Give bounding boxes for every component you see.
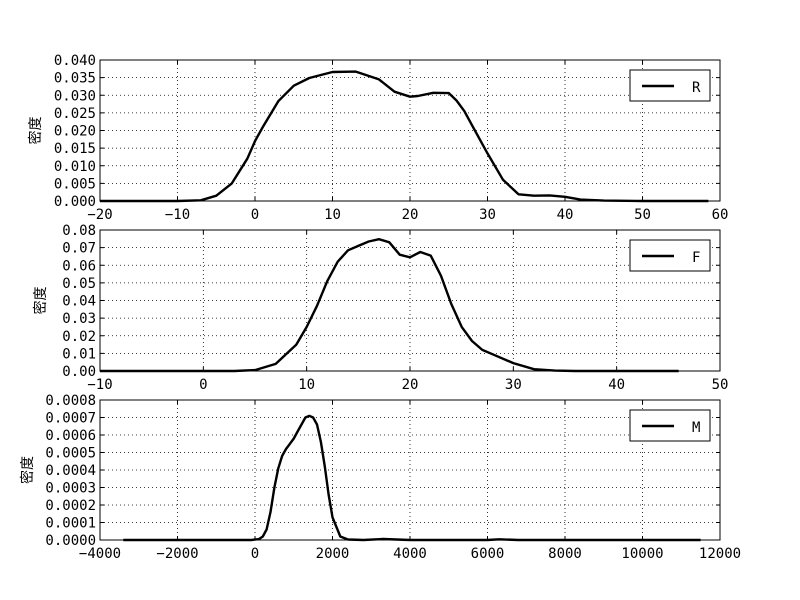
density-curve-F — [100, 238, 679, 373]
y-tick-label: 0.0005 — [45, 446, 96, 462]
y-tick-label: 0.015 — [54, 141, 96, 157]
x-tick-label: 40 — [608, 377, 625, 393]
subplot-2: −10 0 10 20 30 40 50 0.00 0.010.02 0.030.04 0.05 0.… — [32, 223, 728, 393]
plot-frame — [99, 59, 721, 202]
legend: R — [629, 69, 711, 102]
y-tick-label: 0.04 — [62, 294, 96, 310]
x-tick-label: −4000 — [79, 546, 121, 562]
y-tick-label: 0.0008 — [45, 393, 96, 409]
x-tick-label: 10000 — [621, 546, 663, 562]
x-tick-label: −10 — [87, 377, 112, 393]
y-axis-label: 密度 — [19, 456, 36, 484]
y-tick-label: 0.020 — [54, 124, 96, 140]
y-tick-label: 0.040 — [54, 53, 96, 69]
y-tick-label: 0.0006 — [45, 428, 96, 444]
x-tick-label: 40 — [557, 207, 574, 223]
y-tick-label: 0.03 — [62, 311, 96, 327]
plot-frame — [99, 229, 721, 372]
y-tick-label: 0.0002 — [45, 498, 96, 514]
x-tick-label: 10 — [324, 207, 341, 223]
x-tick-label: −20 — [87, 207, 112, 223]
y-tick-label: 0.005 — [54, 176, 96, 192]
y-tick-label: 0.02 — [62, 329, 96, 345]
x-tick-label: 30 — [505, 377, 522, 393]
y-tick-label: 0.0000 — [45, 533, 96, 549]
y-axis-label: 密度 — [32, 287, 49, 315]
y-tick-label: 0.00 — [62, 364, 96, 380]
x-tick-label: 0 — [251, 207, 259, 223]
subplot-1: −20 −10 0 10 20 30 40 50 600.0000.0050.0100.0150… — [27, 53, 728, 223]
legend: F — [629, 239, 711, 272]
y-tick-label: 0.08 — [62, 223, 96, 239]
x-tick-label: 30 — [479, 207, 496, 223]
x-tick-label: 20 — [402, 377, 419, 393]
legend-label: R — [692, 80, 701, 96]
legend-label: F — [692, 250, 700, 266]
y-tick-label: 0.05 — [62, 276, 96, 292]
x-tick-label: 2000 — [316, 546, 350, 562]
y-axis-label: 密度 — [27, 117, 44, 145]
density-curve-M — [123, 414, 701, 542]
x-tick-label: 4000 — [393, 546, 427, 562]
y-tick-label: 0.0003 — [45, 481, 96, 497]
y-tick-label: 0.025 — [54, 106, 96, 122]
plot-frame — [99, 399, 721, 541]
legend: M — [629, 409, 711, 442]
y-tick-label: 0.030 — [54, 88, 96, 104]
y-tick-label: 0.0001 — [45, 516, 96, 532]
legend-label: M — [692, 420, 700, 436]
x-tick-label: 60 — [712, 207, 729, 223]
subplot-3: −4000 −2000 0 2000 4000 6000 8000 10000 12000 0.0… — [19, 393, 741, 562]
y-tick-label: 0.06 — [62, 258, 96, 274]
y-tick-label: 0.010 — [54, 159, 96, 175]
x-tick-label: 50 — [712, 377, 729, 393]
y-tick-label: 0.0007 — [45, 411, 96, 427]
y-tick-label: 0.0004 — [45, 463, 96, 479]
x-tick-label: 10 — [298, 377, 315, 393]
x-tick-label: −10 — [165, 207, 190, 223]
y-tick-label: 0.035 — [54, 71, 96, 87]
x-tick-label: 20 — [402, 207, 419, 223]
x-tick-label: −2000 — [156, 546, 198, 562]
density-curve-R — [100, 70, 709, 203]
x-tick-label: 12000 — [699, 546, 741, 562]
x-tick-label: 6000 — [471, 546, 505, 562]
x-tick-label: 50 — [634, 207, 651, 223]
x-tick-label: 0 — [199, 377, 207, 393]
y-tick-label: 0.000 — [54, 194, 96, 210]
x-tick-label: 0 — [251, 546, 259, 562]
y-tick-label: 0.01 — [62, 346, 96, 362]
y-tick-label: 0.07 — [62, 241, 96, 257]
x-tick-label: 8000 — [548, 546, 582, 562]
